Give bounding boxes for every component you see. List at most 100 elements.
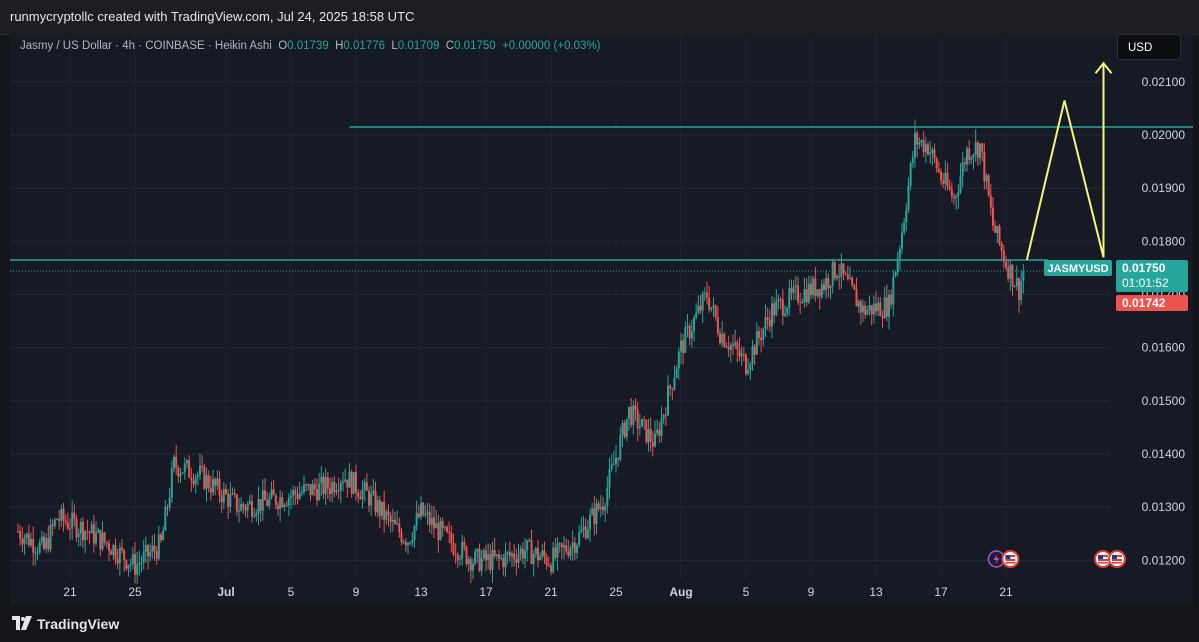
high-value: 0.01776 xyxy=(343,40,385,52)
candle-body xyxy=(732,344,734,346)
candle xyxy=(842,263,845,281)
candle xyxy=(149,543,152,562)
candle xyxy=(443,525,446,531)
candle-body xyxy=(411,539,414,543)
candle xyxy=(118,543,121,576)
candle xyxy=(290,488,292,510)
candle xyxy=(476,547,479,563)
candle-body xyxy=(166,506,169,508)
symbol-description: Jasmy / US Dollar · 4h · COINBASE · Heik… xyxy=(20,40,272,52)
candle-body xyxy=(179,473,182,477)
candle xyxy=(645,419,648,445)
candlestick-chart[interactable]: 0.01200 0.01300 0.01400 0.01500 0.01600 0.017… xyxy=(10,34,1193,605)
candle-body xyxy=(465,546,468,565)
candle xyxy=(153,533,156,561)
chart-area[interactable]: 0.01200 0.01300 0.01400 0.01500 0.01600 0.017… xyxy=(10,34,1193,605)
candle xyxy=(911,150,914,169)
candle xyxy=(671,387,674,400)
candle xyxy=(99,529,102,557)
candle-body xyxy=(985,175,988,182)
symbol-badge xyxy=(1044,259,1112,276)
candle-body xyxy=(118,547,121,564)
candle xyxy=(539,552,542,561)
candle-body xyxy=(186,460,188,464)
candle xyxy=(931,146,934,166)
candle-body xyxy=(896,258,899,273)
candle xyxy=(266,492,269,507)
candle-body xyxy=(281,496,284,508)
candle xyxy=(207,470,210,493)
candle-body xyxy=(500,557,503,559)
candle xyxy=(565,538,568,555)
candle-body xyxy=(901,232,903,249)
candle-body xyxy=(740,353,743,357)
candle xyxy=(703,287,706,301)
candle xyxy=(890,289,893,309)
candle-body xyxy=(634,405,637,410)
us-flag-event-icon[interactable] xyxy=(1108,550,1126,568)
candle xyxy=(123,548,126,572)
candle-body xyxy=(320,476,323,484)
candle-body xyxy=(638,426,641,429)
candle-body xyxy=(608,468,611,488)
candle-body xyxy=(888,294,890,318)
candle-body xyxy=(303,484,305,492)
candle-body xyxy=(647,428,650,443)
candle xyxy=(51,519,54,537)
candle xyxy=(734,329,737,349)
candle-body xyxy=(205,475,208,489)
candle-body xyxy=(305,484,308,486)
candle-body xyxy=(346,479,349,488)
candle-body xyxy=(47,537,50,550)
candle-body xyxy=(456,554,459,560)
candle xyxy=(1013,284,1016,288)
tradingview-brand[interactable]: TradingView xyxy=(37,616,120,632)
candle xyxy=(311,479,314,496)
candle xyxy=(92,514,95,553)
candle xyxy=(738,336,741,361)
candle xyxy=(933,143,936,164)
candle-body xyxy=(883,297,886,318)
candle xyxy=(292,485,295,506)
candle-body xyxy=(459,558,461,560)
candle xyxy=(374,481,377,517)
candle xyxy=(467,555,470,572)
candle-body xyxy=(612,464,615,466)
candle-body xyxy=(1022,271,1025,281)
candle-body xyxy=(803,289,806,303)
candle xyxy=(482,548,485,561)
candle-body xyxy=(532,554,535,565)
candle xyxy=(998,224,1001,246)
candle xyxy=(844,271,847,276)
us-flag-event-icon[interactable] xyxy=(1094,550,1112,568)
candle-body xyxy=(690,331,693,339)
candle-body xyxy=(836,276,838,279)
candle-body xyxy=(935,158,938,169)
candle xyxy=(417,504,420,519)
candle-body xyxy=(489,554,492,571)
candle xyxy=(322,472,325,499)
tradingview-logo-icon[interactable] xyxy=(12,616,32,630)
candle xyxy=(885,284,888,322)
candle xyxy=(346,479,349,498)
candle-body xyxy=(560,543,563,548)
candle-body xyxy=(547,564,550,566)
candle xyxy=(953,193,955,205)
candle-body xyxy=(134,554,136,575)
candle xyxy=(922,131,925,157)
candle-body xyxy=(285,505,288,507)
candle-body xyxy=(552,547,555,572)
candles xyxy=(17,119,1025,584)
candle-body xyxy=(714,305,717,318)
candle-body xyxy=(974,142,977,155)
candle xyxy=(437,514,440,553)
y-tick-label: 0.01600 xyxy=(1142,341,1186,355)
candle xyxy=(227,488,230,520)
candle xyxy=(511,551,513,568)
candle-body xyxy=(103,532,106,542)
candle xyxy=(157,525,160,561)
candle-body xyxy=(372,490,375,494)
us-flag-event-icon[interactable] xyxy=(1001,550,1020,568)
candle-body xyxy=(324,477,327,494)
currency-button[interactable]: USD xyxy=(1117,34,1181,60)
